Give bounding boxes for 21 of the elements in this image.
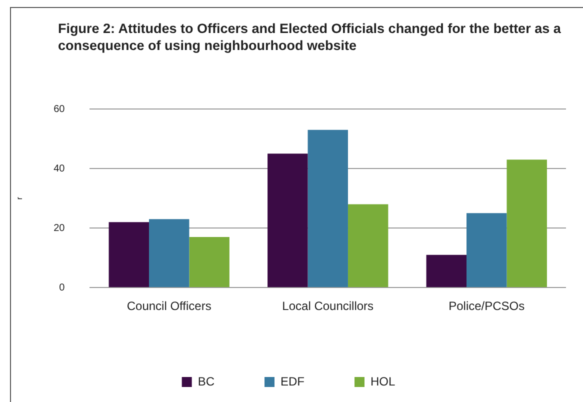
- y-axis-title: r: [15, 196, 24, 200]
- bar: [148, 219, 190, 288]
- y-tick-label: 40: [54, 163, 66, 174]
- legend-label: EDF: [280, 374, 304, 388]
- chart-title: Figure 2: Attitudes to Officers and Elected Officials changed for the better as a consequence of using neighbourhood website: [58, 20, 562, 54]
- bar: [308, 130, 348, 288]
- y-tick-label: 0: [59, 282, 66, 294]
- legend-label: BC: [198, 374, 215, 388]
- x-tick-label: Council Officers: [126, 299, 212, 314]
- y-tick-label: 20: [54, 222, 66, 234]
- x-tick-label: Police/PCSOs: [448, 299, 525, 314]
- bar: [268, 154, 308, 288]
- x-tick-label: Local Councillors: [282, 299, 374, 314]
- bar: [506, 160, 547, 288]
- bar: [466, 213, 507, 288]
- bar: [108, 222, 149, 288]
- bar: [189, 236, 230, 288]
- bar: [348, 204, 388, 288]
- legend-label: HOL: [370, 374, 396, 388]
- y-tick-label: 60: [54, 104, 66, 115]
- bar: [426, 254, 467, 288]
